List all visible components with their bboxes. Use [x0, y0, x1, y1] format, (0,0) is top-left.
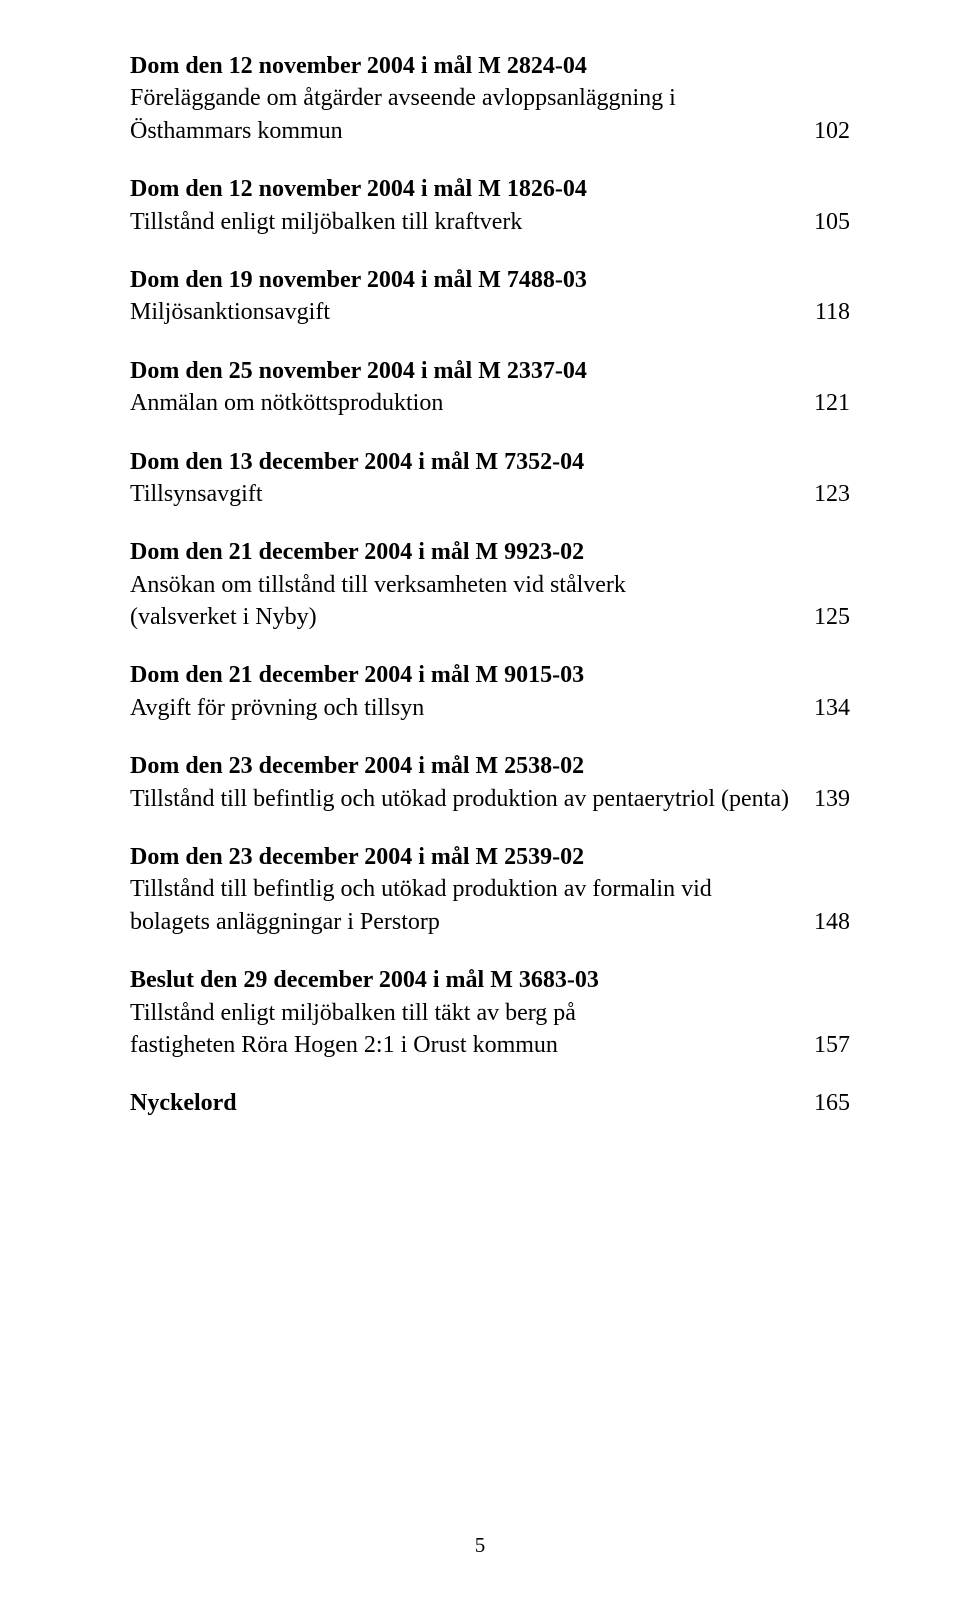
entry-page-number: 102: [814, 115, 850, 147]
toc-entry: Dom den 23 december 2004 i mål M 2539-02…: [130, 841, 850, 938]
entry-description: Miljösanktionsavgift: [130, 296, 815, 328]
entry-description-line: bolagets anläggningar i Perstorp: [130, 906, 794, 938]
entry-description-line: fastigheten Röra Hogen 2:1 i Orust kommu…: [130, 1029, 794, 1061]
entry-description-line: Tillstånd enligt miljöbalken till kraftv…: [130, 206, 794, 238]
entry-description: Avgift för prövning och tillsyn: [130, 692, 814, 724]
entry-row: Föreläggande om åtgärder avseende avlopp…: [130, 82, 850, 147]
toc-entry: Dom den 19 november 2004 i mål M 7488-03…: [130, 264, 850, 329]
entry-title: Dom den 23 december 2004 i mål M 2538-02: [130, 750, 850, 782]
entry-title: Dom den 12 november 2004 i mål M 2824-04: [130, 50, 850, 82]
entry-page-number: 148: [814, 906, 850, 938]
entry-page-number: 125: [814, 601, 850, 633]
entry-row: Miljösanktionsavgift 118: [130, 296, 850, 328]
entry-description-line: Tillsynsavgift: [130, 478, 794, 510]
entry-page-number: 134: [814, 692, 850, 724]
entry-description-line: (valsverket i Nyby): [130, 601, 794, 633]
entry-description: Tillstånd till befintlig och utökad prod…: [130, 873, 814, 938]
entry-title: Dom den 23 december 2004 i mål M 2539-02: [130, 841, 850, 873]
entry-row: Avgift för prövning och tillsyn 134: [130, 692, 850, 724]
keyword-entry: Nyckelord 165: [130, 1087, 850, 1119]
entry-description: Föreläggande om åtgärder avseende avlopp…: [130, 82, 814, 147]
toc-entry: Dom den 12 november 2004 i mål M 2824-04…: [130, 50, 850, 147]
toc-entry: Dom den 25 november 2004 i mål M 2337-04…: [130, 355, 850, 420]
entry-description: Tillstånd till befintlig och utökad prod…: [130, 783, 814, 815]
entry-description-line: Miljösanktionsavgift: [130, 296, 795, 328]
entry-page-number: 118: [815, 296, 850, 328]
toc-entry: Dom den 21 december 2004 i mål M 9015-03…: [130, 659, 850, 724]
keyword-row: Nyckelord 165: [130, 1087, 850, 1119]
entry-description-line: Tillstånd till befintlig och utökad prod…: [130, 873, 794, 905]
entry-row: Ansökan om tillstånd till verksamheten v…: [130, 569, 850, 634]
entry-description-line: Föreläggande om åtgärder avseende avlopp…: [130, 82, 794, 114]
entry-row: Tillstånd till befintlig och utökad prod…: [130, 783, 850, 815]
entry-page-number: 121: [814, 387, 850, 419]
entry-description-line: Anmälan om nötköttsproduktion: [130, 387, 794, 419]
toc-entry: Dom den 23 december 2004 i mål M 2538-02…: [130, 750, 850, 815]
toc-entries: Dom den 12 november 2004 i mål M 2824-04…: [130, 50, 850, 1061]
page-container: Dom den 12 november 2004 i mål M 2824-04…: [0, 0, 960, 1600]
entry-description: Ansökan om tillstånd till verksamheten v…: [130, 569, 814, 634]
entry-description: Tillstånd enligt miljöbalken till kraftv…: [130, 206, 814, 238]
entry-description: Tillstånd enligt miljöbalken till täkt a…: [130, 997, 814, 1062]
entry-page-number: 123: [814, 478, 850, 510]
entry-title: Dom den 25 november 2004 i mål M 2337-04: [130, 355, 850, 387]
entry-title: Dom den 13 december 2004 i mål M 7352-04: [130, 446, 850, 478]
toc-entry: Dom den 21 december 2004 i mål M 9923-02…: [130, 536, 850, 633]
entry-page-number: 157: [814, 1029, 850, 1061]
keyword-page: 165: [814, 1087, 850, 1119]
entry-description-line: Ansökan om tillstånd till verksamheten v…: [130, 569, 794, 601]
keyword-label: Nyckelord: [130, 1087, 237, 1119]
entry-row: Tillstånd till befintlig och utökad prod…: [130, 873, 850, 938]
footer-page-number: 5: [0, 1533, 960, 1558]
toc-entry: Dom den 13 december 2004 i mål M 7352-04…: [130, 446, 850, 511]
entry-description-line: Tillstånd enligt miljöbalken till täkt a…: [130, 997, 794, 1029]
entry-title: Dom den 21 december 2004 i mål M 9923-02: [130, 536, 850, 568]
entry-description: Tillsynsavgift: [130, 478, 814, 510]
entry-page-number: 105: [814, 206, 850, 238]
toc-entry: Dom den 12 november 2004 i mål M 1826-04…: [130, 173, 850, 238]
entry-row: Anmälan om nötköttsproduktion 121: [130, 387, 850, 419]
entry-description-line: Östhammars kommun: [130, 115, 794, 147]
toc-entry: Beslut den 29 december 2004 i mål M 3683…: [130, 964, 850, 1061]
entry-description: Anmälan om nötköttsproduktion: [130, 387, 814, 419]
entry-row: Tillsynsavgift 123: [130, 478, 850, 510]
entry-description-line: Tillstånd till befintlig och utökad prod…: [130, 783, 794, 815]
entry-title: Dom den 12 november 2004 i mål M 1826-04: [130, 173, 850, 205]
entry-title: Dom den 19 november 2004 i mål M 7488-03: [130, 264, 850, 296]
entry-title: Beslut den 29 december 2004 i mål M 3683…: [130, 964, 850, 996]
entry-row: Tillstånd enligt miljöbalken till kraftv…: [130, 206, 850, 238]
entry-title: Dom den 21 december 2004 i mål M 9015-03: [130, 659, 850, 691]
entry-description-line: Avgift för prövning och tillsyn: [130, 692, 794, 724]
entry-page-number: 139: [814, 783, 850, 815]
entry-row: Tillstånd enligt miljöbalken till täkt a…: [130, 997, 850, 1062]
